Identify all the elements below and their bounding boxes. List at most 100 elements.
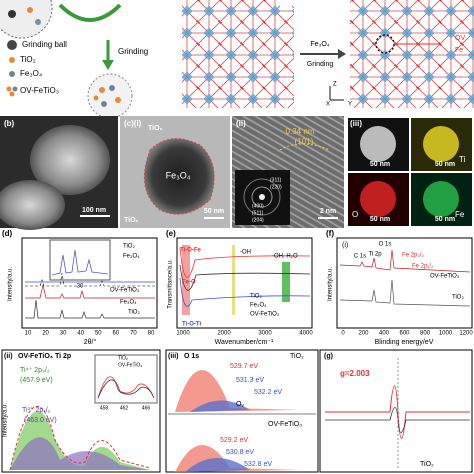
label: Grinding xyxy=(307,61,334,68)
label: (457.9 eV) xyxy=(20,377,53,384)
x-tick-label: 2000 xyxy=(217,331,231,337)
label: 466 xyxy=(142,405,151,411)
label: Transmittance/a.u. xyxy=(168,259,174,309)
label: Ti-O-Ti xyxy=(182,322,201,328)
sem-image xyxy=(0,116,118,230)
x-tick-label: 80 xyxy=(148,331,155,337)
label: (iii) xyxy=(168,353,179,360)
label: (g) xyxy=(324,353,333,360)
label: (f) xyxy=(326,229,334,238)
label: 50 nm xyxy=(435,216,455,223)
x-tick-label: 3000 xyxy=(258,331,272,337)
label: 30 xyxy=(77,284,84,290)
label: TiO₂ xyxy=(123,244,135,250)
label: Fe 2p₃/₂ xyxy=(402,253,424,259)
label: Fe₃O₄ xyxy=(310,41,329,48)
label: (ii) xyxy=(236,119,246,128)
label: 532.8 eV xyxy=(244,461,272,468)
label: 529.2 eV xyxy=(220,437,248,444)
x-tick-label: 70 xyxy=(130,331,137,337)
label: Wavenumber/cm⁻¹ xyxy=(215,339,274,346)
label: O 1s xyxy=(184,353,199,360)
label: Ti xyxy=(459,155,466,164)
label: 2 nm xyxy=(320,208,336,215)
label: Fe₃O₄ xyxy=(20,69,42,78)
label: TiO₂ xyxy=(250,294,262,300)
xrd-plot xyxy=(21,237,158,329)
label: Ti-O-Fe xyxy=(180,248,202,254)
eds-maps xyxy=(346,116,474,228)
label: TiO₂ xyxy=(124,217,139,224)
label: Grinding xyxy=(118,47,148,56)
label: OV-FeTiO₃ xyxy=(110,288,140,294)
label: 462 xyxy=(120,405,129,411)
label: (i) xyxy=(342,242,348,249)
x-tick-label: 60 xyxy=(113,331,120,337)
label: OV-FeTiO₃ Ti 2p xyxy=(18,353,71,360)
label: 100 nm xyxy=(82,207,106,214)
label: OV-FeTiO₃ xyxy=(430,274,460,280)
label: OV-FeTiO₃ xyxy=(250,312,280,318)
x-tick-label: 1000 xyxy=(176,331,190,337)
label: -OH xyxy=(240,250,251,256)
xps-o1s-plot xyxy=(165,349,319,473)
epr-plot xyxy=(319,349,473,473)
label: -OH, H₂O xyxy=(272,254,298,260)
label: (iii) xyxy=(350,119,362,128)
label: Ti⁴⁺ 2p₃/₂ xyxy=(20,366,50,374)
label: (ii) xyxy=(4,353,13,360)
label: Ti 2p xyxy=(368,252,382,258)
label: TiO₂ xyxy=(452,295,464,301)
x-tick-label: 20 xyxy=(42,331,49,337)
label: Fe-O xyxy=(182,280,196,286)
label: O xyxy=(352,210,358,219)
ftir-plot xyxy=(176,237,313,329)
label: 50 nm xyxy=(435,161,455,168)
label: (204) xyxy=(252,217,264,223)
label: (c)(i) xyxy=(124,119,142,128)
schematic xyxy=(0,0,133,119)
label: TiO₂ xyxy=(118,355,128,361)
label: (220) xyxy=(270,184,282,190)
x-tick-label: 1200 xyxy=(459,331,473,337)
label: OV-FeTiO₃ xyxy=(268,421,302,428)
label: 50 nm xyxy=(204,208,224,215)
label: Oᵥ xyxy=(236,401,244,408)
x-tick-label: 10 xyxy=(25,331,32,337)
xps-survey-plot xyxy=(336,237,473,329)
label: 529.7 eV xyxy=(230,363,258,370)
label: Y xyxy=(348,102,352,108)
x-tick-label: 4000 xyxy=(299,331,313,337)
x-tick-label: 200 xyxy=(358,331,369,337)
label: Fe₃O₄ xyxy=(120,300,137,306)
label: 532.2 eV xyxy=(254,389,282,396)
x-tick-label: 40 xyxy=(77,331,84,337)
label: OV-FeTiO₃ xyxy=(118,362,142,368)
label: Fe xyxy=(455,47,463,54)
label: Fe₃O₄ xyxy=(123,254,140,260)
label: (463.0 eV) xyxy=(24,417,57,424)
label: (400) xyxy=(252,203,264,209)
crystal-structure xyxy=(182,0,474,108)
x-tick-label: 800 xyxy=(420,331,431,337)
x-tick-label: 1000 xyxy=(439,331,453,337)
label: TiO₂ xyxy=(290,353,304,360)
label: OV xyxy=(455,35,465,42)
label: Intensity/a.u. xyxy=(8,267,14,301)
label: 531.3 eV xyxy=(236,377,264,384)
label: 530.8 eV xyxy=(226,449,254,456)
label: Fe₃O₄ xyxy=(250,303,267,309)
label: g=2.003 xyxy=(340,369,370,378)
x-tick-label: 600 xyxy=(399,331,410,337)
xps-ti2p-plot xyxy=(1,349,161,473)
label: Intensity/a.u. xyxy=(328,267,334,301)
label: (d) xyxy=(2,229,13,238)
label: (101) xyxy=(295,137,314,146)
label: (b) xyxy=(4,119,15,128)
label: Fe₃O₄ xyxy=(166,170,191,180)
label: 0.34 nm xyxy=(286,127,315,136)
label: X xyxy=(326,102,330,108)
x-tick-label: 400 xyxy=(379,331,390,337)
label: Blinding energy/eV xyxy=(375,339,434,346)
label: TiO₂ xyxy=(128,310,140,316)
